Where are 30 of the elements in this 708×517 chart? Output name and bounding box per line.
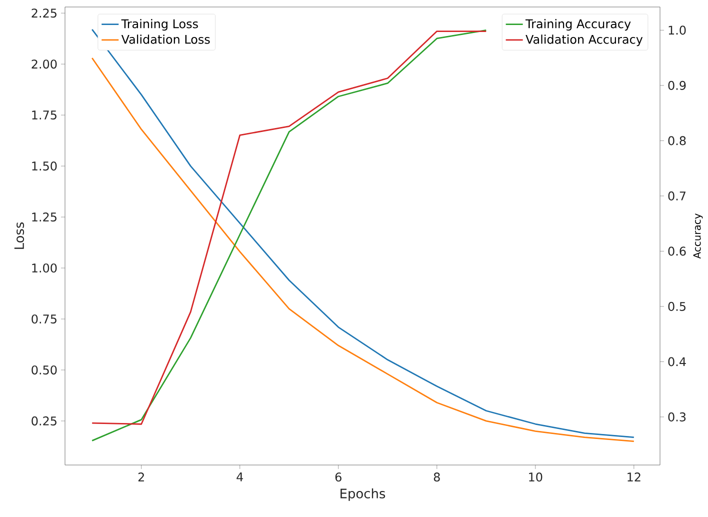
x-tick-label: 10 [529,472,542,482]
y-tick-label: 1.75 [32,110,56,120]
y-tick-label: 0.75 [32,314,56,324]
x-tick-label: 2 [138,472,144,482]
legend-label: Training Accuracy [525,19,631,31]
y2-tick-label: 0.7 [668,191,686,200]
y-tick-label: 0.25 [32,416,56,426]
y-tick-label: 1.50 [32,162,57,171]
y-axis-title: Loss [14,222,24,249]
y-tick-label: 1.25 [32,212,56,222]
x-tick-label: 8 [434,472,440,482]
legend-label: Validation Loss [121,34,210,44]
y2-tick-label: 0.4 [668,357,686,366]
y2-tick-label: 0.9 [668,80,686,90]
x-tick-label: 6 [335,472,342,482]
legend-label: Training Loss [121,19,198,31]
x-tick-label: 12 [628,472,640,482]
y2-tick-label: 0.8 [668,136,686,146]
legend-label: Validation Accuracy [526,34,643,46]
y2-axis-title: Accuracy [693,214,703,259]
y2-tick-label: 0.6 [668,246,686,256]
y2-tick-label: 0.5 [668,302,686,311]
y2-tick-label: 0.3 [668,412,686,422]
y-tick-label: 2.00 [32,60,57,69]
y-tick-label: 1.00 [32,263,57,273]
y-tick-label: 0.50 [32,365,57,374]
y2-tick-label: 1.0 [668,26,686,35]
x-axis-title: Epochs [340,488,386,501]
x-tick-label: 4 [236,472,243,482]
y-tick-label: 2.25 [32,8,56,18]
